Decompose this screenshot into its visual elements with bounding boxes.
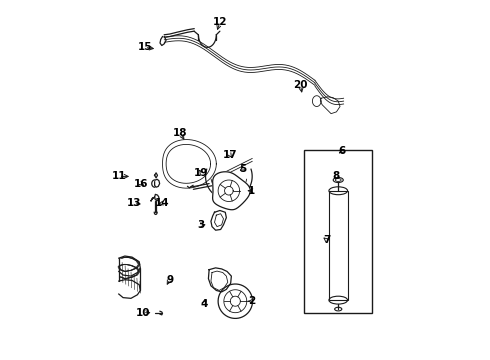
Text: 5: 5 [240, 163, 247, 174]
Text: 12: 12 [213, 17, 227, 27]
Bar [329, 191, 347, 300]
Text: 4: 4 [200, 299, 207, 309]
Text: 13: 13 [126, 198, 141, 208]
Text: 14: 14 [154, 198, 169, 208]
Text: 2: 2 [248, 296, 256, 306]
Polygon shape [208, 268, 231, 292]
Text: 6: 6 [338, 146, 345, 156]
Text: 1: 1 [248, 186, 255, 196]
Ellipse shape [333, 177, 343, 183]
Bar [304, 149, 372, 313]
Text: 19: 19 [194, 168, 208, 178]
Text: 8: 8 [333, 171, 340, 181]
Text: 11: 11 [112, 171, 126, 181]
Text: 10: 10 [136, 308, 150, 318]
Polygon shape [213, 172, 250, 210]
Text: 20: 20 [294, 80, 308, 90]
Text: 7: 7 [323, 235, 330, 245]
Text: 17: 17 [222, 150, 237, 160]
Text: 16: 16 [134, 179, 148, 189]
Polygon shape [211, 211, 226, 230]
Text: 3: 3 [197, 220, 205, 230]
Text: 9: 9 [166, 275, 173, 285]
Text: 18: 18 [173, 129, 188, 138]
Text: 15: 15 [137, 42, 152, 52]
